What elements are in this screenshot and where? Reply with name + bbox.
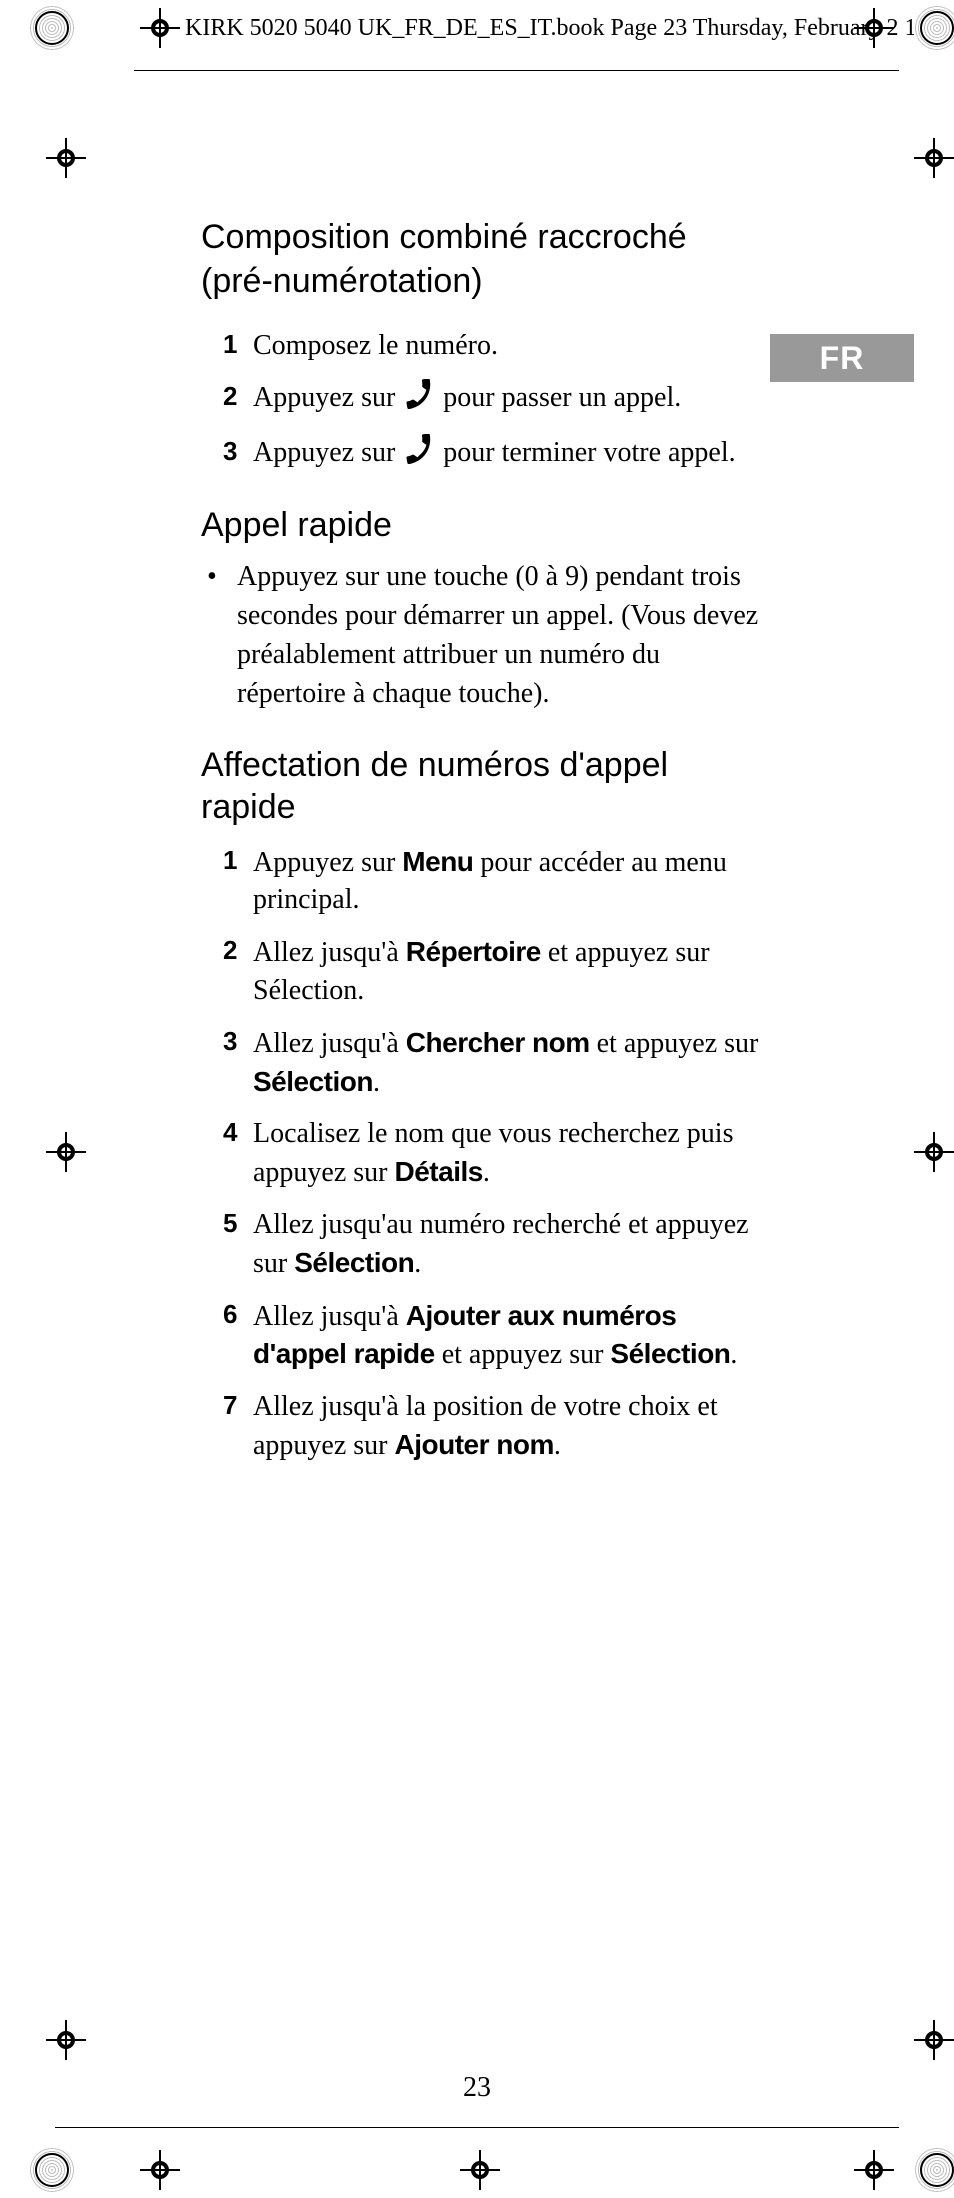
phone-icon	[404, 379, 434, 420]
step-text: Composez le numéro.	[253, 327, 761, 365]
content-area: Composition combiné raccroché (pré-numér…	[201, 216, 761, 1479]
menu-label: Répertoire	[406, 936, 541, 967]
text-fragment: et appuyez sur	[435, 1339, 611, 1370]
step-number: 3	[223, 1024, 253, 1102]
crop-mark-icon	[914, 138, 954, 178]
menu-label: Menu	[402, 846, 473, 877]
step-text: Appuyez sur Menu pour accéder au menu pr…	[253, 843, 761, 920]
step-number: 1	[223, 843, 253, 920]
text-fragment: .	[373, 1067, 380, 1098]
step-number: 2	[223, 379, 253, 420]
step-item: 2 Appuyez sur pour passer un appel.	[223, 379, 761, 420]
step-number: 1	[223, 327, 253, 365]
text-fragment: .	[483, 1157, 490, 1188]
step-number: 2	[223, 933, 253, 1010]
step-item: 5 Allez jusqu'au numéro recherché et app…	[223, 1206, 761, 1283]
step-text: Allez jusqu'à la position de votre choix…	[253, 1388, 761, 1465]
text-fragment: .	[414, 1248, 421, 1279]
menu-label: Détails	[395, 1156, 483, 1187]
bullet-dot-icon: •	[207, 557, 237, 714]
step-item: 3 Allez jusqu'à Chercher nom et appuyez …	[223, 1024, 761, 1102]
step-item: 2 Allez jusqu'à Répertoire et appuyez su…	[223, 933, 761, 1010]
step-text: Localisez le nom que vous recherchez pui…	[253, 1115, 761, 1192]
step-item: 6 Allez jusqu'à Ajouter aux numéros d'ap…	[223, 1297, 761, 1375]
menu-label: Chercher nom	[406, 1027, 590, 1058]
crop-mark-icon	[46, 1132, 86, 1172]
header-filepath: KIRK 5020 5040 UK_FR_DE_ES_IT.book Page …	[185, 15, 914, 42]
section-heading: Affectation de numéros d'appel rapide	[201, 744, 761, 829]
page-number: 23	[0, 2072, 954, 2104]
step-item: 1 Composez le numéro.	[223, 327, 761, 365]
step-item: 1 Appuyez sur Menu pour accéder au menu …	[223, 843, 761, 920]
text-fragment: Allez jusqu'à	[253, 1028, 406, 1059]
text-fragment: pour terminer votre appel.	[443, 437, 735, 468]
step-number: 3	[223, 434, 253, 475]
footer-rule	[55, 2127, 899, 2128]
menu-label: Sélection	[294, 1247, 414, 1278]
bullet-text: Appuyez sur une touche (0 à 9) pendant t…	[237, 557, 761, 714]
header-rule	[134, 70, 899, 71]
step-number: 4	[223, 1115, 253, 1192]
crop-mark-icon	[914, 1132, 954, 1172]
hatch-circle-icon	[30, 6, 74, 50]
step-item: 4 Localisez le nom que vous recherchez p…	[223, 1115, 761, 1192]
step-number: 6	[223, 1297, 253, 1375]
step-text: Appuyez sur pour passer un appel.	[253, 379, 761, 420]
text-fragment: .	[730, 1339, 737, 1370]
step-text: Allez jusqu'à Ajouter aux numéros d'appe…	[253, 1297, 761, 1375]
crop-mark-icon	[46, 2020, 86, 2060]
text-fragment: Allez jusqu'à	[253, 937, 406, 968]
step-text: Allez jusqu'à Répertoire et appuyez sur …	[253, 933, 761, 1010]
step-text: Allez jusqu'au numéro recherché et appuy…	[253, 1206, 761, 1283]
section-heading: Composition combiné raccroché (pré-numér…	[201, 216, 761, 303]
menu-label: Sélection	[253, 1066, 373, 1097]
bullet-item: • Appuyez sur une touche (0 à 9) pendant…	[207, 557, 761, 714]
text-fragment: Allez jusqu'à	[253, 1301, 406, 1332]
text-fragment: .	[554, 1430, 561, 1461]
crop-mark-icon	[460, 2150, 500, 2190]
step-number: 7	[223, 1388, 253, 1465]
text-fragment: Localisez le nom que vous recherchez pui…	[253, 1118, 733, 1188]
hatch-circle-icon	[30, 2148, 74, 2192]
text-fragment: pour passer un appel.	[443, 382, 681, 413]
text-fragment: Appuyez sur	[253, 847, 402, 878]
menu-label: Sélection	[610, 1338, 730, 1369]
language-tab: FR	[770, 334, 914, 382]
step-text: Allez jusqu'à Chercher nom et appuyez su…	[253, 1024, 761, 1102]
text-fragment: Appuyez sur	[253, 382, 402, 413]
step-text: Appuyez sur pour terminer votre appel.	[253, 434, 761, 475]
text-fragment: Appuyez sur	[253, 437, 402, 468]
phone-icon	[404, 434, 434, 475]
step-item: 3 Appuyez sur pour terminer votre appel.	[223, 434, 761, 475]
hatch-circle-icon	[915, 2148, 954, 2192]
crop-mark-icon	[854, 2150, 894, 2190]
hatch-circle-icon	[915, 6, 954, 50]
step-item: 7 Allez jusqu'à la position de votre cho…	[223, 1388, 761, 1465]
crop-mark-icon	[140, 8, 180, 48]
section-heading: Appel rapide	[201, 504, 761, 547]
step-number: 5	[223, 1206, 253, 1283]
crop-mark-icon	[46, 138, 86, 178]
crop-mark-icon	[914, 2020, 954, 2060]
page: KIRK 5020 5040 UK_FR_DE_ES_IT.book Page …	[0, 0, 954, 2198]
text-fragment: et appuyez sur	[590, 1028, 759, 1059]
menu-label: Ajouter nom	[395, 1429, 554, 1460]
crop-mark-icon	[140, 2150, 180, 2190]
